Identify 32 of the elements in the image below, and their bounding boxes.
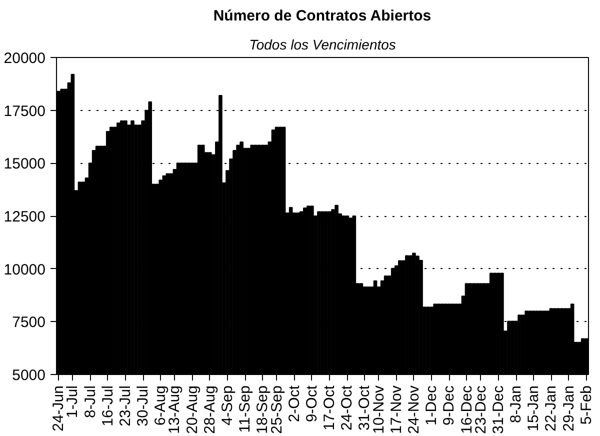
x-tick-label: 24-Oct xyxy=(338,384,356,431)
x-tick-label: 9-Oct xyxy=(303,384,320,422)
x-tick-label: 22-Jan xyxy=(542,385,560,432)
x-tick-label: 29-Jan xyxy=(560,385,578,432)
x-tick-label: 20-Aug xyxy=(184,385,201,434)
y-tick-label: 15000 xyxy=(4,156,46,173)
x-tick-label: 17-Nov xyxy=(388,385,405,434)
x-tick-label: 8-Jul xyxy=(82,385,99,418)
x-tick-label: 16-Jul xyxy=(99,385,116,426)
x-tick-label: 8-Jan xyxy=(508,385,525,424)
x-tick-label: 9-Dec xyxy=(440,385,458,426)
x-tick-label: 24-Nov xyxy=(405,385,422,434)
x-tick-label: 15-Jan xyxy=(525,385,542,432)
x-tick-label: 30-Jul xyxy=(134,385,152,426)
x-tick-label: 31-Dec xyxy=(490,385,507,434)
x-tick-label: 6-Aug xyxy=(152,385,170,426)
x-tick-label: 28-Aug xyxy=(201,385,218,434)
y-tick-label: 5000 xyxy=(12,367,46,384)
x-tick-label: 4-Sep xyxy=(219,385,236,426)
x-tick-label: 23-Jul xyxy=(116,385,134,426)
x-tick-label: 11-Sep xyxy=(236,385,254,433)
chart-title: Número de Contratos Abiertos xyxy=(213,8,432,24)
x-tick-label: 2-Oct xyxy=(286,384,303,422)
y-tick-label: 17500 xyxy=(4,102,46,120)
y-tick-label: 7500 xyxy=(12,314,46,332)
y-tick-label: 10000 xyxy=(4,261,46,278)
y-tick-label: 12500 xyxy=(4,208,46,226)
x-tick-label: 17-Oct xyxy=(321,384,338,431)
x-tick-label: 1-Dec xyxy=(423,385,440,426)
x-tick-label: 5-Feb xyxy=(578,385,595,425)
y-tick-label: 20000 xyxy=(4,50,46,67)
chart-subtitle: Todos los Vencimientos xyxy=(249,36,396,52)
